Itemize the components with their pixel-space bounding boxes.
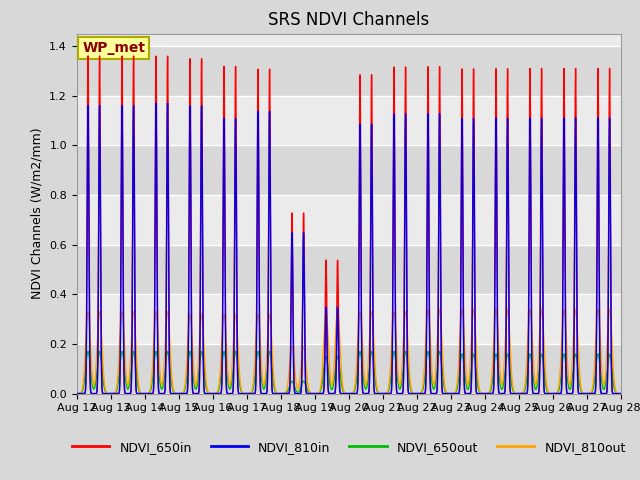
Bar — [77, 294, 621, 344]
Bar — [77, 145, 621, 195]
Legend: NDVI_650in, NDVI_810in, NDVI_650out, NDVI_810out: NDVI_650in, NDVI_810in, NDVI_650out, NDV… — [67, 436, 630, 459]
Bar — [77, 96, 621, 145]
Title: SRS NDVI Channels: SRS NDVI Channels — [268, 11, 429, 29]
Text: WP_met: WP_met — [82, 41, 145, 55]
Y-axis label: NDVI Channels (W/m2/mm): NDVI Channels (W/m2/mm) — [31, 128, 44, 300]
Bar — [77, 344, 621, 394]
Bar — [77, 195, 621, 245]
Bar — [77, 46, 621, 96]
Bar — [77, 245, 621, 294]
